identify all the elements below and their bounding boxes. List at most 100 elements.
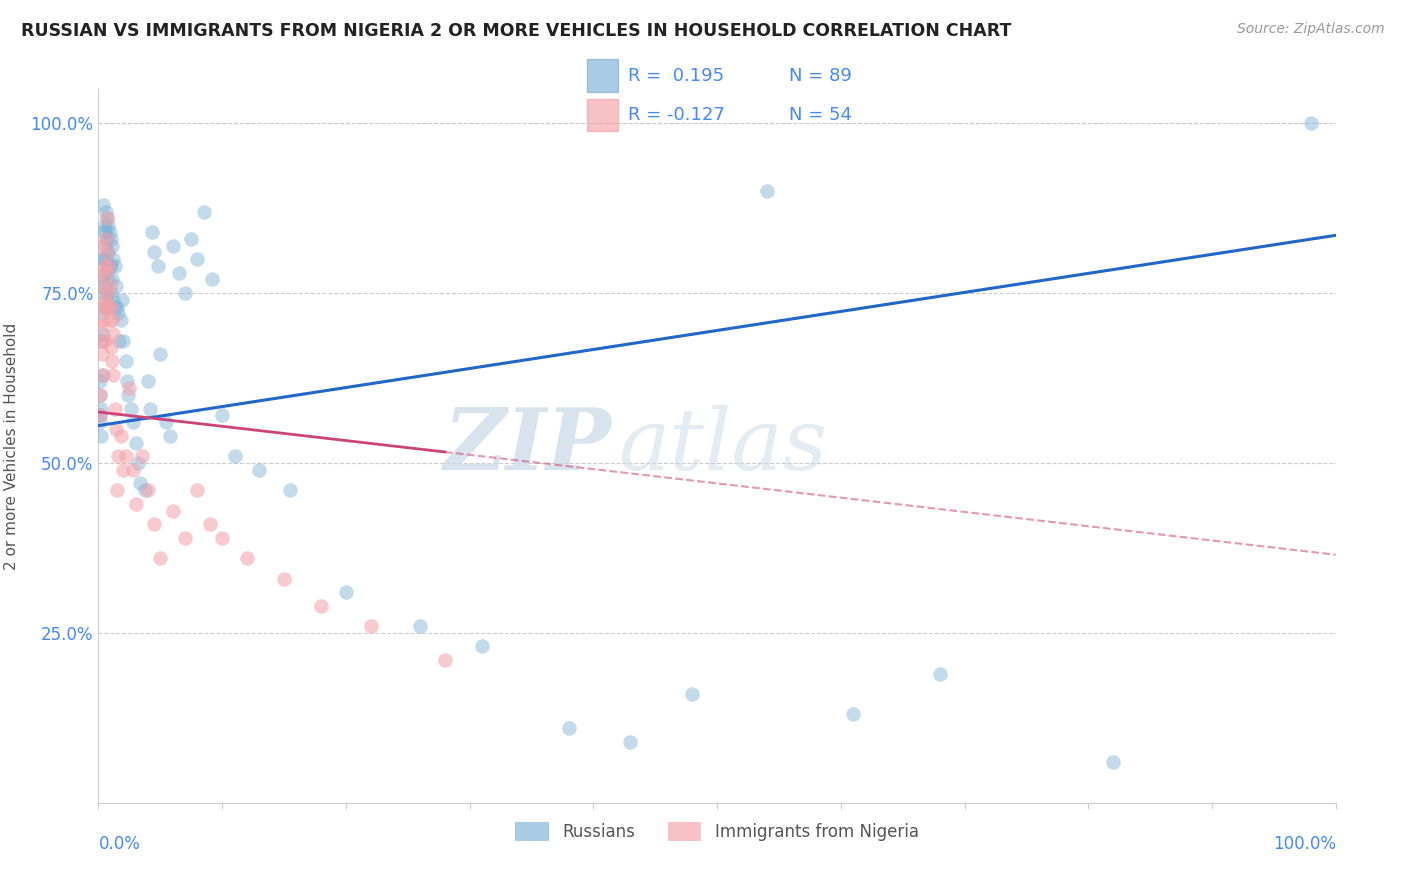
Text: 0.0%: 0.0% [98, 835, 141, 853]
Point [91, 279, 114, 293]
Point [928, 666, 950, 681]
Point [120, 401, 142, 416]
Point [96, 211, 118, 226]
Point [94, 293, 117, 307]
Point [136, 375, 159, 389]
Point [110, 429, 132, 443]
Point [94, 225, 117, 239]
Point [89, 409, 111, 423]
Point [93, 252, 115, 266]
Text: atlas: atlas [619, 405, 827, 487]
Point [211, 409, 233, 423]
Point [755, 184, 778, 198]
Point [100, 286, 122, 301]
Point [112, 463, 135, 477]
Point [98, 313, 121, 327]
Point [124, 497, 146, 511]
Point [100, 232, 122, 246]
Point [211, 531, 233, 545]
Text: R = -0.127: R = -0.127 [627, 106, 724, 124]
Point [89, 388, 111, 402]
Point [107, 449, 129, 463]
Point [89, 388, 111, 402]
Point [97, 300, 120, 314]
Point [104, 422, 127, 436]
Point [91, 347, 114, 361]
Point [93, 300, 115, 314]
Point [433, 653, 456, 667]
Point [94, 232, 117, 246]
Point [162, 238, 184, 252]
Point [93, 334, 115, 348]
Point [96, 211, 118, 226]
Point [273, 572, 295, 586]
Point [186, 252, 208, 266]
Point [93, 300, 115, 314]
Point [89, 375, 111, 389]
Point [98, 279, 121, 293]
Point [93, 326, 115, 341]
Point [93, 293, 115, 307]
Point [97, 245, 120, 260]
Point [100, 300, 122, 314]
Point [149, 551, 172, 566]
Point [557, 721, 579, 735]
Point [91, 313, 114, 327]
Text: N = 89: N = 89 [789, 67, 852, 85]
Point [97, 218, 120, 232]
Point [1299, 116, 1322, 130]
Point [90, 266, 112, 280]
Text: N = 54: N = 54 [789, 106, 852, 124]
Point [186, 483, 208, 498]
Point [93, 279, 115, 293]
Point [141, 225, 163, 239]
Point [90, 306, 112, 320]
Point [94, 266, 117, 280]
Point [139, 401, 162, 416]
Point [103, 300, 125, 314]
Point [309, 599, 332, 613]
Point [118, 381, 141, 395]
Point [93, 225, 115, 239]
Point [96, 232, 118, 246]
Text: RUSSIAN VS IMMIGRANTS FROM NIGERIA 2 OR MORE VEHICLES IN HOUSEHOLD CORRELATION C: RUSSIAN VS IMMIGRANTS FROM NIGERIA 2 OR … [21, 22, 1011, 40]
Point [104, 279, 127, 293]
Point [129, 476, 152, 491]
Point [98, 259, 121, 273]
Point [89, 415, 111, 429]
Point [101, 313, 124, 327]
Point [1102, 755, 1125, 769]
Point [94, 252, 117, 266]
Point [114, 449, 136, 463]
Point [91, 252, 114, 266]
Point [105, 483, 128, 498]
Point [117, 388, 139, 402]
Point [409, 619, 432, 633]
Point [93, 266, 115, 280]
Point [97, 259, 120, 273]
Point [107, 306, 129, 320]
Y-axis label: 2 or more Vehicles in Household: 2 or more Vehicles in Household [4, 322, 20, 570]
Point [360, 619, 382, 633]
Point [96, 245, 118, 260]
Point [100, 341, 122, 355]
Point [91, 286, 114, 301]
Point [224, 449, 246, 463]
Point [100, 259, 122, 273]
Point [90, 401, 112, 416]
Point [90, 334, 112, 348]
Point [131, 449, 153, 463]
Point [108, 334, 131, 348]
Point [93, 259, 115, 273]
Point [127, 456, 149, 470]
Point [91, 272, 114, 286]
Point [90, 429, 112, 443]
Point [103, 368, 125, 382]
Point [101, 354, 124, 368]
Point [98, 225, 121, 239]
Point [134, 483, 156, 498]
Point [94, 300, 117, 314]
Point [93, 368, 115, 382]
Point [122, 463, 145, 477]
Point [93, 334, 115, 348]
